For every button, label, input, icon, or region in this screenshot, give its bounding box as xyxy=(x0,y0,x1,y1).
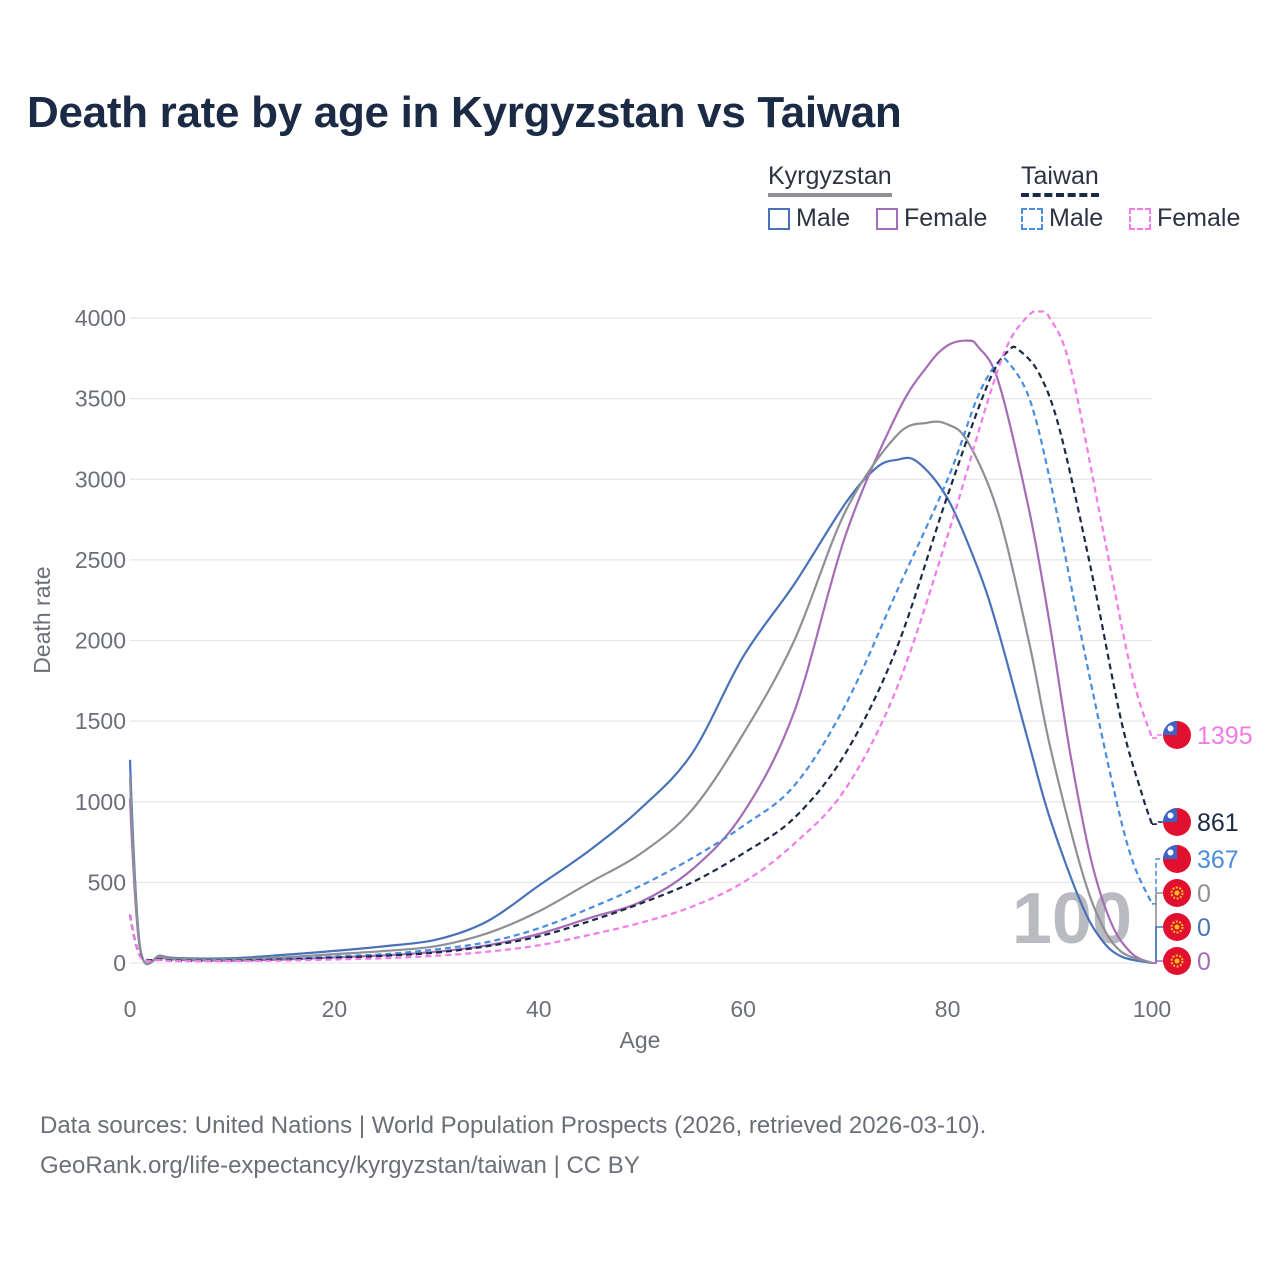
y-axis-title: Death rate xyxy=(29,566,55,673)
legend-group-taiwan[interactable]: Taiwan xyxy=(1021,162,1099,197)
x-tick-label: 0 xyxy=(124,996,137,1022)
series-lines xyxy=(128,309,1154,966)
series-line-kyrgyzstan-female[interactable] xyxy=(128,339,1153,965)
taiwan-flag-icon xyxy=(1163,721,1191,749)
end-label-connector xyxy=(1152,858,1163,905)
y-tick-label: 1000 xyxy=(75,789,126,815)
legend-item-taiwan-male[interactable]: Male xyxy=(1021,204,1103,233)
page-title: Death rate by age in Kyrgyzstan vs Taiwa… xyxy=(27,88,902,137)
y-tick-label: 3000 xyxy=(75,466,126,492)
legend-label: Male xyxy=(796,204,851,232)
x-tick-label: 80 xyxy=(935,996,961,1022)
end-value-label: 1395 xyxy=(1197,722,1253,750)
taiwan-flag-icon xyxy=(1163,808,1191,836)
legend-label: Female xyxy=(1157,204,1241,232)
y-tick-label: 500 xyxy=(88,869,126,895)
source-note: Data sources: United Nations | World Pop… xyxy=(40,1106,986,1186)
legend-swatch-kyrgyzstan-male xyxy=(768,207,790,230)
kyrgyzstan-flag-icon xyxy=(1163,947,1191,975)
end-value-label: 367 xyxy=(1197,846,1239,874)
end-label-connector xyxy=(1152,734,1163,739)
legend-label: Male xyxy=(1049,204,1104,232)
legend-swatch-taiwan-male xyxy=(1021,207,1043,230)
legend-swatch-kyrgyzstan-female xyxy=(876,207,898,230)
y-axis-ticks: 0 500 1000 1500 2000 2500 3000 3500 4000 xyxy=(75,305,126,976)
y-tick-label: 2500 xyxy=(75,547,126,573)
x-tick-label: 100 xyxy=(1133,996,1171,1022)
end-value-label: 0 xyxy=(1197,880,1211,908)
y-tick-label: 0 xyxy=(113,950,126,976)
legend-swatch-taiwan-female xyxy=(1129,207,1151,230)
taiwan-flag-icon xyxy=(1163,845,1191,873)
legend-group-kyrgyzstan[interactable]: Kyrgyzstan xyxy=(768,162,892,197)
current-age-label: 100 xyxy=(1012,879,1132,959)
y-tick-label: 2000 xyxy=(75,628,126,654)
kyrgyzstan-flag-icon xyxy=(1163,879,1191,907)
y-tick-label: 1500 xyxy=(75,708,126,734)
x-axis-ticks: 0 20 40 60 80 100 xyxy=(124,996,1172,1022)
y-tick-label: 3500 xyxy=(75,386,126,412)
series-line-taiwan-total[interactable] xyxy=(128,345,1154,962)
legend-item-kyrgyzstan-male[interactable]: Male xyxy=(768,204,850,233)
y-tick-label: 4000 xyxy=(75,305,126,331)
legend-label: Female xyxy=(904,204,988,232)
x-tick-label: 20 xyxy=(322,996,348,1022)
end-value-label: 0 xyxy=(1197,914,1211,942)
series-line-kyrgyzstan-male[interactable] xyxy=(128,456,1153,965)
end-labels: 1395 861 367 0 0 0 xyxy=(1152,721,1253,976)
x-axis-title: Age xyxy=(620,1027,661,1053)
legend-item-taiwan-female[interactable]: Female xyxy=(1129,204,1240,233)
grid-lines xyxy=(130,317,1152,964)
end-label-connector xyxy=(1152,821,1163,825)
source-line-1: Data sources: United Nations | World Pop… xyxy=(40,1112,987,1139)
end-label-connector xyxy=(1152,926,1163,964)
source-line-2[interactable]: GeoRank.org/life-expectancy/kyrgyzstan/t… xyxy=(40,1152,640,1179)
series-line-taiwan-female[interactable] xyxy=(128,309,1154,963)
end-label-connector xyxy=(1152,960,1163,964)
kyrgyzstan-flag-icon xyxy=(1163,913,1191,941)
series-line-taiwan-male[interactable] xyxy=(128,356,1154,962)
end-value-label: 861 xyxy=(1197,809,1239,837)
legend-item-kyrgyzstan-female[interactable]: Female xyxy=(876,204,987,233)
series-line-kyrgyzstan-total[interactable] xyxy=(128,420,1153,966)
end-value-label: 0 xyxy=(1197,948,1211,976)
x-tick-label: 40 xyxy=(526,996,552,1022)
x-tick-label: 60 xyxy=(730,996,756,1022)
